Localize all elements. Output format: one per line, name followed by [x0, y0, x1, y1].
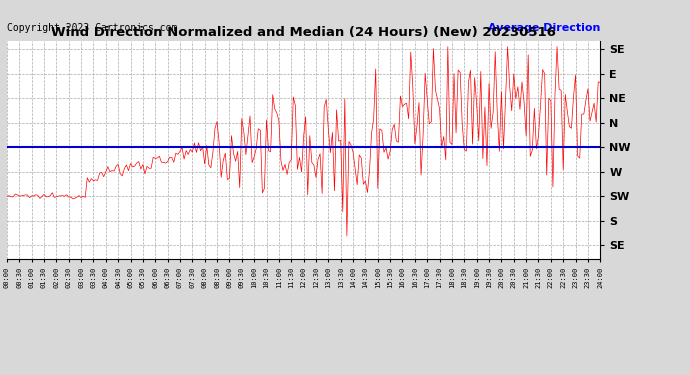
- Text: Copyright 2023 Cartronics.com: Copyright 2023 Cartronics.com: [7, 22, 177, 33]
- Text: Average Direction: Average Direction: [488, 22, 600, 33]
- Title: Wind Direction Normalized and Median (24 Hours) (New) 20230516: Wind Direction Normalized and Median (24…: [51, 26, 556, 39]
